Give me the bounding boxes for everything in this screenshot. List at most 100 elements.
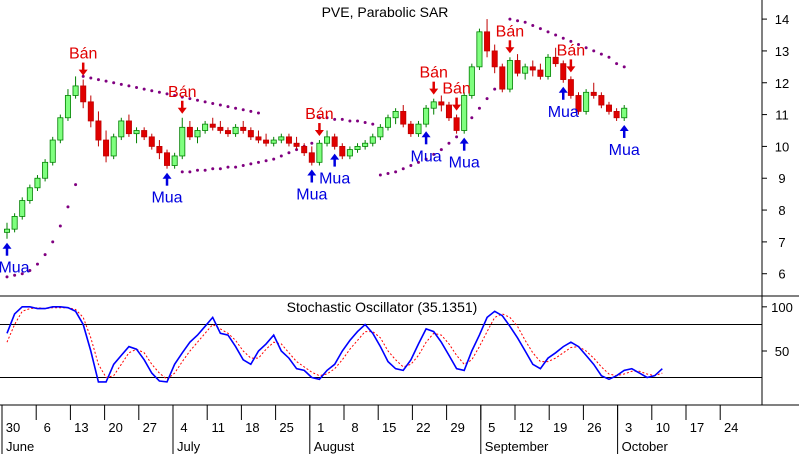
- day-label: 20: [108, 420, 122, 435]
- day-label: 19: [553, 420, 567, 435]
- candle-body: [369, 136, 376, 144]
- sar-dot: [81, 74, 85, 78]
- candle-body: [400, 110, 407, 125]
- candle-body: [545, 56, 552, 77]
- candle-body: [72, 85, 79, 96]
- candle-body: [232, 126, 239, 135]
- candlestick-series: [4, 19, 628, 239]
- buy-label: Mua: [296, 187, 327, 204]
- stochastic-tick-label: 100: [771, 300, 793, 315]
- sar-dot: [89, 76, 93, 80]
- day-label: 17: [690, 420, 704, 435]
- buy-arrow-head: [2, 242, 12, 249]
- sar-dot: [439, 148, 443, 152]
- candle-body: [57, 117, 64, 141]
- candle-body: [125, 120, 132, 135]
- sar-dot: [554, 33, 558, 37]
- sar-dot: [51, 240, 55, 244]
- price-tick-label: 10: [775, 139, 789, 154]
- sell-label: Bán: [69, 46, 97, 63]
- day-label: 29: [450, 420, 464, 435]
- sar-dot: [470, 116, 474, 120]
- candle-body: [179, 126, 186, 157]
- buy-arrow-head: [459, 137, 469, 144]
- candle-body: [186, 126, 193, 138]
- sar-dot: [135, 86, 139, 90]
- day-label: 26: [587, 420, 601, 435]
- stochastic-lines: [6, 305, 663, 383]
- candle-body: [354, 146, 361, 150]
- day-label: 6: [44, 420, 51, 435]
- sar-dot: [432, 152, 436, 156]
- day-label: 15: [382, 420, 396, 435]
- sar-dot: [599, 52, 603, 56]
- candle-body: [308, 152, 315, 163]
- buy-arrow-head: [307, 169, 317, 176]
- candle-body: [621, 107, 628, 119]
- candle-body: [209, 123, 216, 128]
- candle-body: [423, 107, 430, 125]
- candle-body: [240, 126, 247, 131]
- sar-dot: [348, 119, 352, 123]
- sar-dot: [256, 160, 260, 164]
- sar-dot: [180, 95, 184, 99]
- sar-dot: [371, 122, 375, 126]
- sar-dot: [447, 141, 451, 145]
- candle-body: [583, 91, 590, 112]
- sar-dot: [622, 65, 626, 69]
- sar-dot: [165, 92, 169, 96]
- day-label: 30: [6, 420, 20, 435]
- candle-body: [19, 200, 26, 217]
- sar-dot: [5, 275, 9, 279]
- date-axis: 30 6 13 20 27 4 11 18 25 1 8 15 22 29 5 12 19 26 3 10 17 24Ju…: [1, 405, 738, 454]
- sar-dot: [538, 27, 542, 31]
- candle-body: [339, 146, 346, 157]
- candle-body: [453, 117, 460, 131]
- sar-dot: [188, 170, 192, 174]
- candle-body: [80, 85, 87, 103]
- sar-dot: [20, 272, 24, 276]
- day-label: 13: [74, 420, 88, 435]
- candle-body: [331, 136, 338, 147]
- sell-arrow-head: [314, 130, 324, 137]
- sar-dot: [196, 98, 199, 102]
- sell-label: Bán: [557, 42, 585, 59]
- stochastic-chart-title: Stochastic Oscillator (35.1351): [287, 299, 478, 315]
- sell-arrow-head: [566, 66, 576, 73]
- candle-body: [362, 142, 369, 147]
- sar-dot: [416, 160, 420, 164]
- sar-dot: [424, 157, 428, 161]
- sar-dot: [180, 170, 184, 174]
- sar-dot: [74, 183, 78, 187]
- price-chart-title: PVE, Parabolic SAR: [322, 4, 449, 20]
- candle-body: [34, 177, 41, 189]
- sar-dot: [493, 87, 497, 91]
- stochastic-d-line: [6, 307, 663, 380]
- sar-dot: [173, 93, 177, 97]
- sar-dot: [287, 151, 291, 155]
- sar-dot: [264, 159, 268, 163]
- stochastic-y-ticks: 50 100: [762, 300, 793, 359]
- candle-body: [324, 136, 331, 144]
- buy-arrow-head: [330, 153, 340, 160]
- candle-body: [263, 139, 270, 144]
- candle-body: [537, 69, 544, 77]
- sar-dot: [508, 17, 512, 21]
- stochastic-panel: Stochastic Oscillator (35.1351) 50 100: [0, 296, 793, 405]
- sar-dot: [356, 119, 360, 123]
- candle-body: [224, 130, 231, 135]
- price-tick-label: 7: [778, 235, 785, 250]
- candle-body: [484, 31, 491, 52]
- candle-body: [42, 161, 49, 179]
- candle-body: [575, 95, 582, 112]
- sar-dot: [363, 121, 367, 125]
- sar-dot: [150, 89, 154, 93]
- day-label: 4: [180, 420, 187, 435]
- candle-body: [202, 123, 209, 131]
- sar-dot: [325, 116, 329, 120]
- sell-label: Bán: [305, 106, 333, 123]
- sar-dot: [394, 170, 398, 174]
- sell-arrow-head: [177, 107, 187, 114]
- candle-body: [103, 139, 110, 157]
